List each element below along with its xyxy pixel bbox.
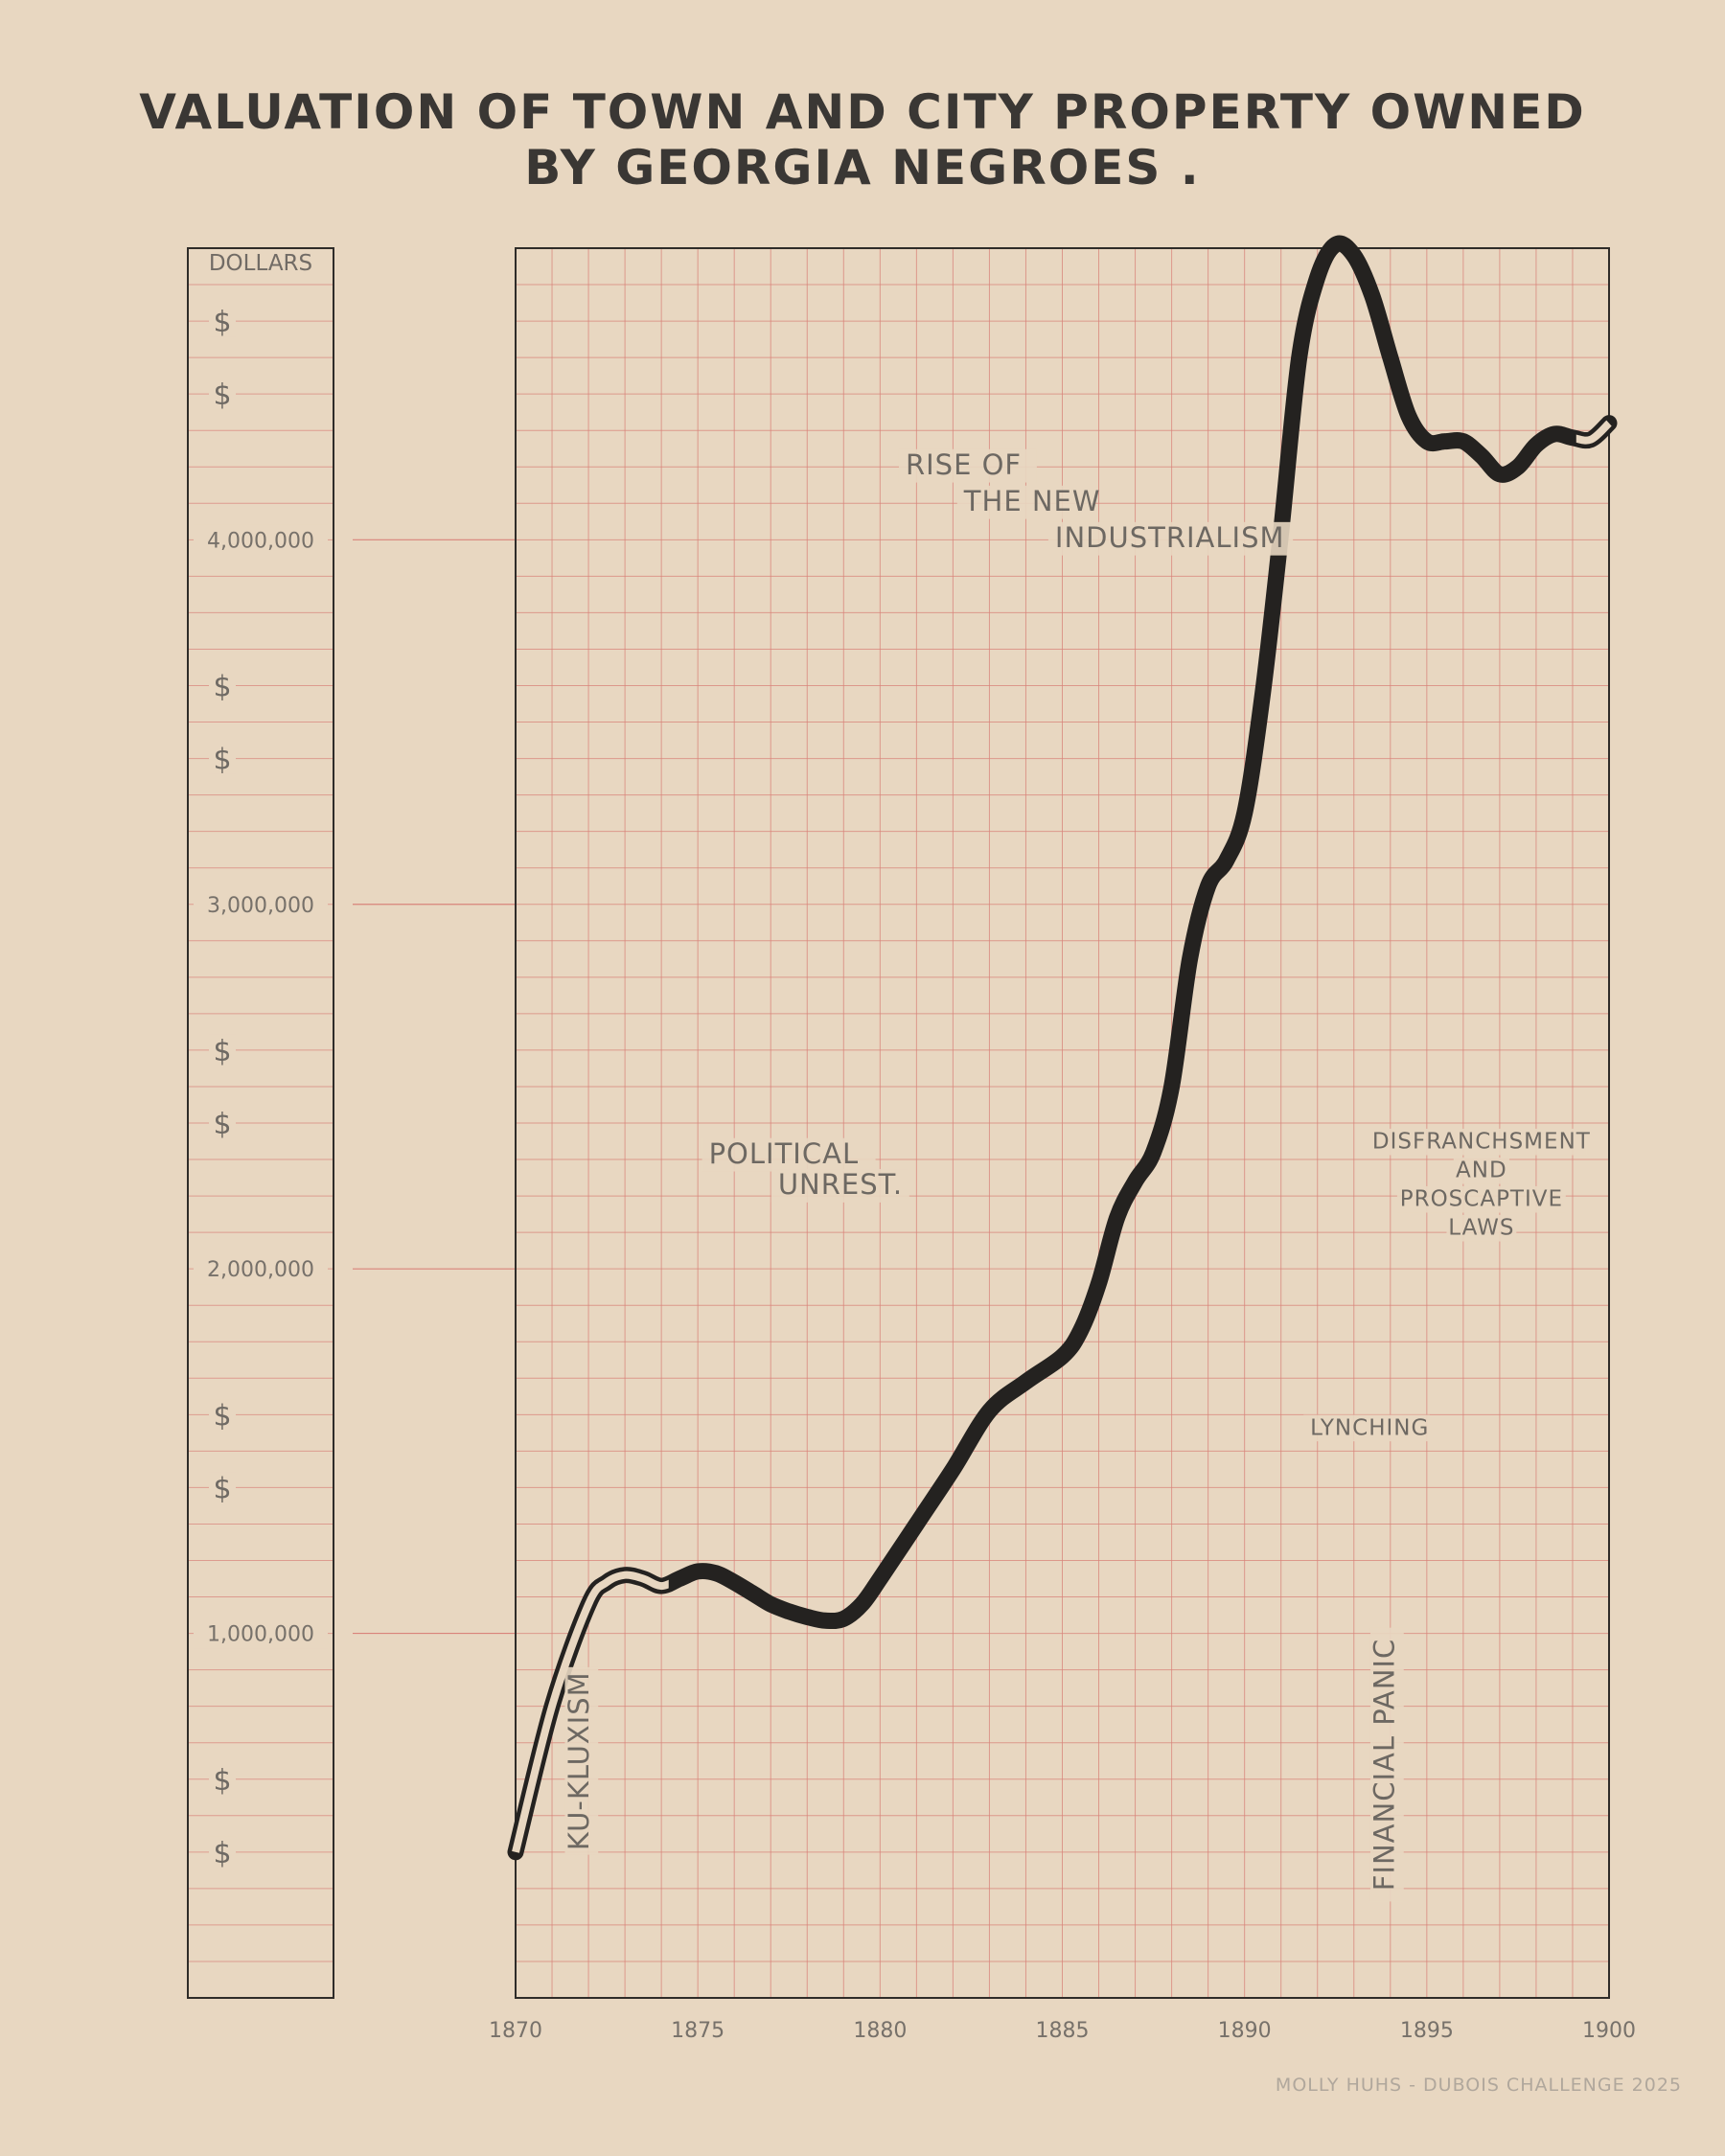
dollar-marker: $	[213, 1764, 231, 1798]
dollar-marker: $	[213, 744, 231, 777]
annotation: LYNCHING	[1303, 1414, 1430, 1442]
dollar-marker-background	[209, 1763, 236, 1795]
credit-text: MOLLY HUHS - DUBOIS CHALLENGE 2025	[1276, 2075, 1682, 2096]
annotation-text: LYNCHING	[1310, 1415, 1429, 1440]
dollar-scale-panel: DOLLARS $ $ $ $ $ $ $ $ $ $1,000,000 2,000,000 3,000…	[187, 247, 516, 1999]
x-tick-label: 1900	[1582, 2019, 1636, 2043]
dollar-scale-frame	[187, 247, 334, 1999]
annotation-text: LAWS	[1448, 1216, 1514, 1241]
plot-frame	[515, 247, 1610, 1999]
dollar-marker-background	[209, 1108, 236, 1138]
annotation: POLITICAL	[702, 1137, 876, 1172]
annotation: RISE OF	[898, 448, 1037, 483]
annotation: THE NEW	[956, 485, 1101, 519]
annotation-background	[1453, 1157, 1509, 1184]
annotation-text: DISFRANCHSMENT	[1372, 1130, 1591, 1155]
annotation-background	[1396, 1185, 1566, 1213]
annotation: KU-KLUXISM	[563, 1666, 599, 1855]
y-tick-label: 2,000,000	[207, 1258, 314, 1282]
annotation-background	[564, 1666, 599, 1855]
y-tick-label-background	[194, 1253, 328, 1285]
annotation: FINANCIAL PANIC	[1368, 1627, 1404, 1902]
y-tick-label: 1,000,000	[207, 1623, 314, 1647]
x-tick-label: 1875	[671, 2019, 724, 2043]
annotation-background	[956, 485, 1095, 519]
dollar-marker-background	[209, 1836, 236, 1868]
annotation-background	[1375, 1128, 1587, 1156]
x-tick-label: 1880	[853, 2019, 907, 2043]
x-tick-label: 1870	[489, 2019, 542, 2043]
dollar-marker-background	[209, 743, 236, 774]
dollar-marker-background	[209, 1472, 236, 1503]
dollar-marker: $	[213, 671, 231, 704]
annotation-background	[770, 1169, 909, 1203]
y-tick-label-background	[194, 524, 328, 556]
chart-title-line-1: VALUATION OF TOWN AND CITY PROPERTY OWNE…	[139, 84, 1586, 140]
dollar-marker: $	[213, 1035, 231, 1068]
x-tick-label: 1885	[1036, 2019, 1090, 2043]
dollar-marker: $	[213, 1837, 231, 1870]
series-line	[507, 235, 1618, 1861]
annotation-text: POLITICAL	[709, 1137, 860, 1170]
annotation-text: INDUSTRIALISM	[1055, 521, 1285, 554]
annotation-background	[702, 1137, 876, 1172]
dollar-marker-background	[209, 378, 236, 410]
annotation-background	[1303, 1414, 1430, 1442]
y-tick-label: 4,000,000	[207, 529, 314, 553]
chart-title-line-2: BY GEORGIA NEGROES .	[524, 140, 1201, 195]
annotation-text: UNREST.	[778, 1168, 903, 1201]
dollar-marker: $	[213, 378, 231, 412]
series-layer	[507, 235, 1618, 1861]
x-tick-layer: 1870 1875 1880 1885 1890 1895 1900	[489, 2019, 1636, 2043]
annotation: INDUSTRIALISM	[1047, 521, 1294, 556]
dollar-marker: $	[213, 306, 231, 339]
dollar-marker: $	[213, 1108, 231, 1141]
annotation: DISFRANCHSMENT AND PROSCAPTIVE LAWS	[1372, 1128, 1591, 1242]
dollar-marker: $	[213, 1472, 231, 1505]
annotation-text: AND	[1456, 1158, 1507, 1183]
annotation-text: KU-KLUXISM	[563, 1671, 595, 1850]
dollar-marker-background	[209, 1034, 236, 1066]
dollar-marker-background	[209, 670, 236, 701]
dollar-marker-background	[209, 1399, 236, 1431]
annotation-text: PROSCAPTIVE	[1400, 1187, 1563, 1212]
annotation-text: THE NEW	[963, 485, 1101, 517]
annotation-background	[1446, 1214, 1517, 1242]
y-tick-label-background	[194, 1617, 328, 1649]
x-tick-label: 1895	[1400, 2019, 1454, 2043]
dollar-marker-background	[209, 306, 236, 337]
annotation: UNREST.	[770, 1168, 909, 1203]
annotation-background	[898, 448, 1037, 483]
y-axis-label: DOLLARS	[209, 251, 312, 276]
y-tick-label-background	[194, 888, 328, 920]
annotation-text: FINANCIAL PANIC	[1368, 1639, 1401, 1891]
annotation-background	[1369, 1627, 1404, 1902]
y-tick-label: 3,000,000	[207, 894, 314, 918]
annotation-text: RISE OF	[906, 448, 1022, 481]
annotation-background	[1047, 521, 1294, 556]
dollar-marker: $	[213, 1399, 231, 1433]
x-tick-label: 1890	[1218, 2019, 1272, 2043]
